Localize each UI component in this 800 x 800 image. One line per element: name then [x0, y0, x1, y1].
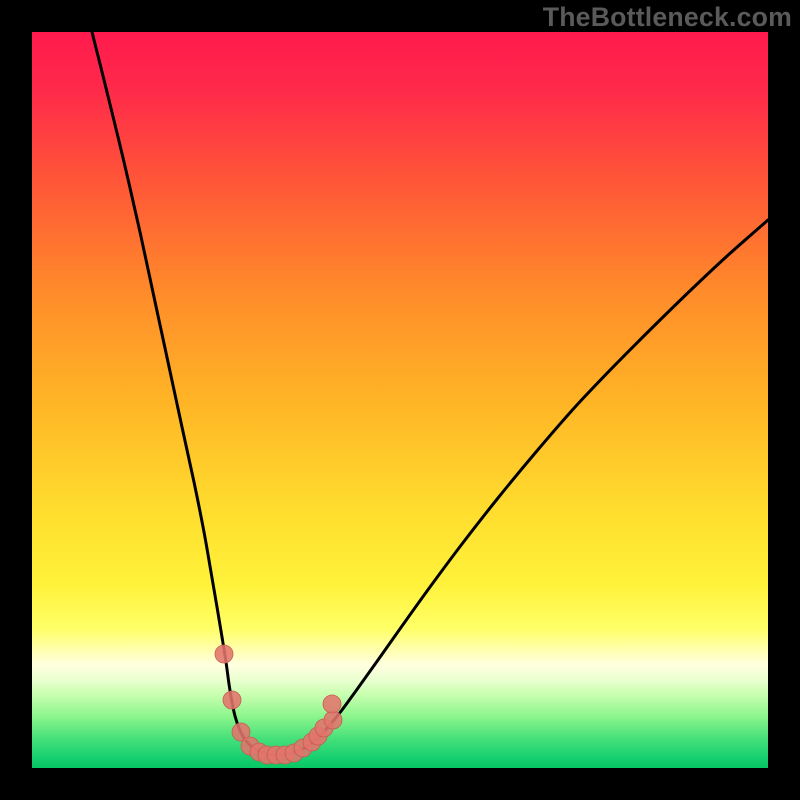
clipped-plot-group — [92, 32, 768, 764]
data-marker — [223, 691, 241, 709]
data-marker — [324, 711, 342, 729]
curves-overlay — [0, 0, 800, 800]
chart-outer: TheBottleneck.com — [0, 0, 800, 800]
data-marker — [215, 645, 233, 663]
curve-right — [277, 220, 768, 755]
curve-left — [92, 32, 277, 755]
data-marker — [323, 695, 341, 713]
